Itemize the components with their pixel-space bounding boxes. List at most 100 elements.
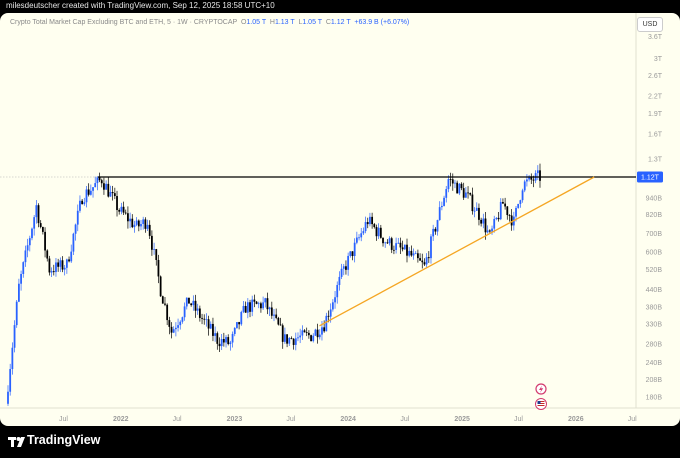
candle-body [166,304,169,321]
candle-body [408,250,411,256]
candle-body [264,298,267,303]
price-tick-label: 380B [646,305,663,312]
candle-body [327,315,330,317]
candle-body [364,222,367,232]
time-axis: Jul 2022 Jul 2023 Jul 2024 Jul 2025 Jul 2026 Jul [59,416,637,423]
candle-body [74,224,77,234]
candle-body [425,257,428,265]
candle-body [244,305,247,313]
candle-body [253,299,256,302]
candle-body [331,302,334,310]
candle-body [473,210,476,212]
price-tick-label: 700B [646,231,663,238]
candle-body [133,224,136,228]
candle-body [257,303,260,305]
candle-body [107,183,110,197]
us-flag-event-icon[interactable] [535,398,547,410]
candle-body [506,206,509,216]
candle-body [342,266,345,269]
candle-body [462,188,465,198]
candle-body [314,329,317,336]
candle-body [124,212,127,214]
candle-body [196,308,199,311]
candle-body [436,220,439,232]
candle-body [174,327,177,330]
candle-body [443,197,445,206]
candle-body [536,170,539,174]
candle-body [504,203,507,207]
candle-body [212,323,214,336]
candle-body [310,335,312,342]
candle-body [284,334,286,342]
low-value: 1.05 T [302,19,322,26]
candle-body [153,249,155,250]
price-tick-label: 3T [654,56,663,63]
candle-body [31,228,33,239]
candle-body [103,183,105,190]
candle-body [72,233,75,252]
candle-body [131,218,134,228]
candle-body [419,258,421,261]
symbol-title: Crypto Total Market Cap Excluding BTC an… [10,19,238,26]
candle-body [105,183,108,190]
price-chart[interactable]: 3.6T 3T 2.6T 2.2T 1.9T 1.6T 1.3T 940B 820B 700B 60… [0,13,680,426]
candle-body [142,219,145,225]
candle-body [203,318,206,320]
candle-body [277,317,280,325]
candle-body [22,262,25,274]
candle-body [379,227,382,238]
currency-badge[interactable]: USD [637,17,663,32]
change-value: +63.9 B (+6.07%) [354,19,410,26]
candle-body [312,335,315,342]
candle-body [251,299,254,312]
candle-body [403,244,406,250]
candle-body [532,179,535,181]
candle-body [323,327,326,332]
candle-body [92,187,94,191]
lightning-event-icon[interactable] [535,383,547,395]
rising-trendline[interactable] [319,176,595,327]
last-price-tag [637,171,663,183]
candle-body [393,249,395,251]
candle-body [68,259,70,262]
candle-body [447,179,450,190]
price-tick-label: 280B [646,341,663,348]
candle-body [100,180,103,184]
candle-body [355,237,358,243]
chart-frame[interactable]: Crypto Total Market Cap Excluding BTC an… [0,13,680,426]
candle-body [358,237,360,239]
price-tick-label: 2.6T [648,73,663,80]
candle-body [249,302,251,312]
candle-body [373,224,376,228]
candle-body [28,238,31,246]
candle-body [220,339,223,347]
candle-body [456,182,459,194]
candle-body [421,260,424,263]
candle-body [281,325,284,342]
candle-body [94,183,97,188]
candle-body [303,330,306,333]
high-label: H [269,19,275,26]
candle-body [325,315,328,332]
candle-body [526,179,528,182]
candle-body [70,251,73,262]
price-tick-label: 240B [646,360,663,367]
candle-body [194,300,197,311]
open-value: 1.05 T [246,19,266,26]
candle-body [410,250,413,256]
candle-body [18,283,20,302]
candle-body [292,338,295,345]
candle-body [434,228,437,232]
candle-body [388,238,391,244]
candle-body [192,300,195,306]
candle-body [334,297,336,303]
candle-body [445,189,448,198]
candle-body [52,271,55,273]
candle-body [15,301,18,326]
candle-body [118,209,121,212]
candle-body [279,324,282,326]
candle-body [207,319,210,329]
candle-body [198,308,201,318]
time-tick-label: Jul [400,416,409,423]
candle-body [488,230,491,232]
